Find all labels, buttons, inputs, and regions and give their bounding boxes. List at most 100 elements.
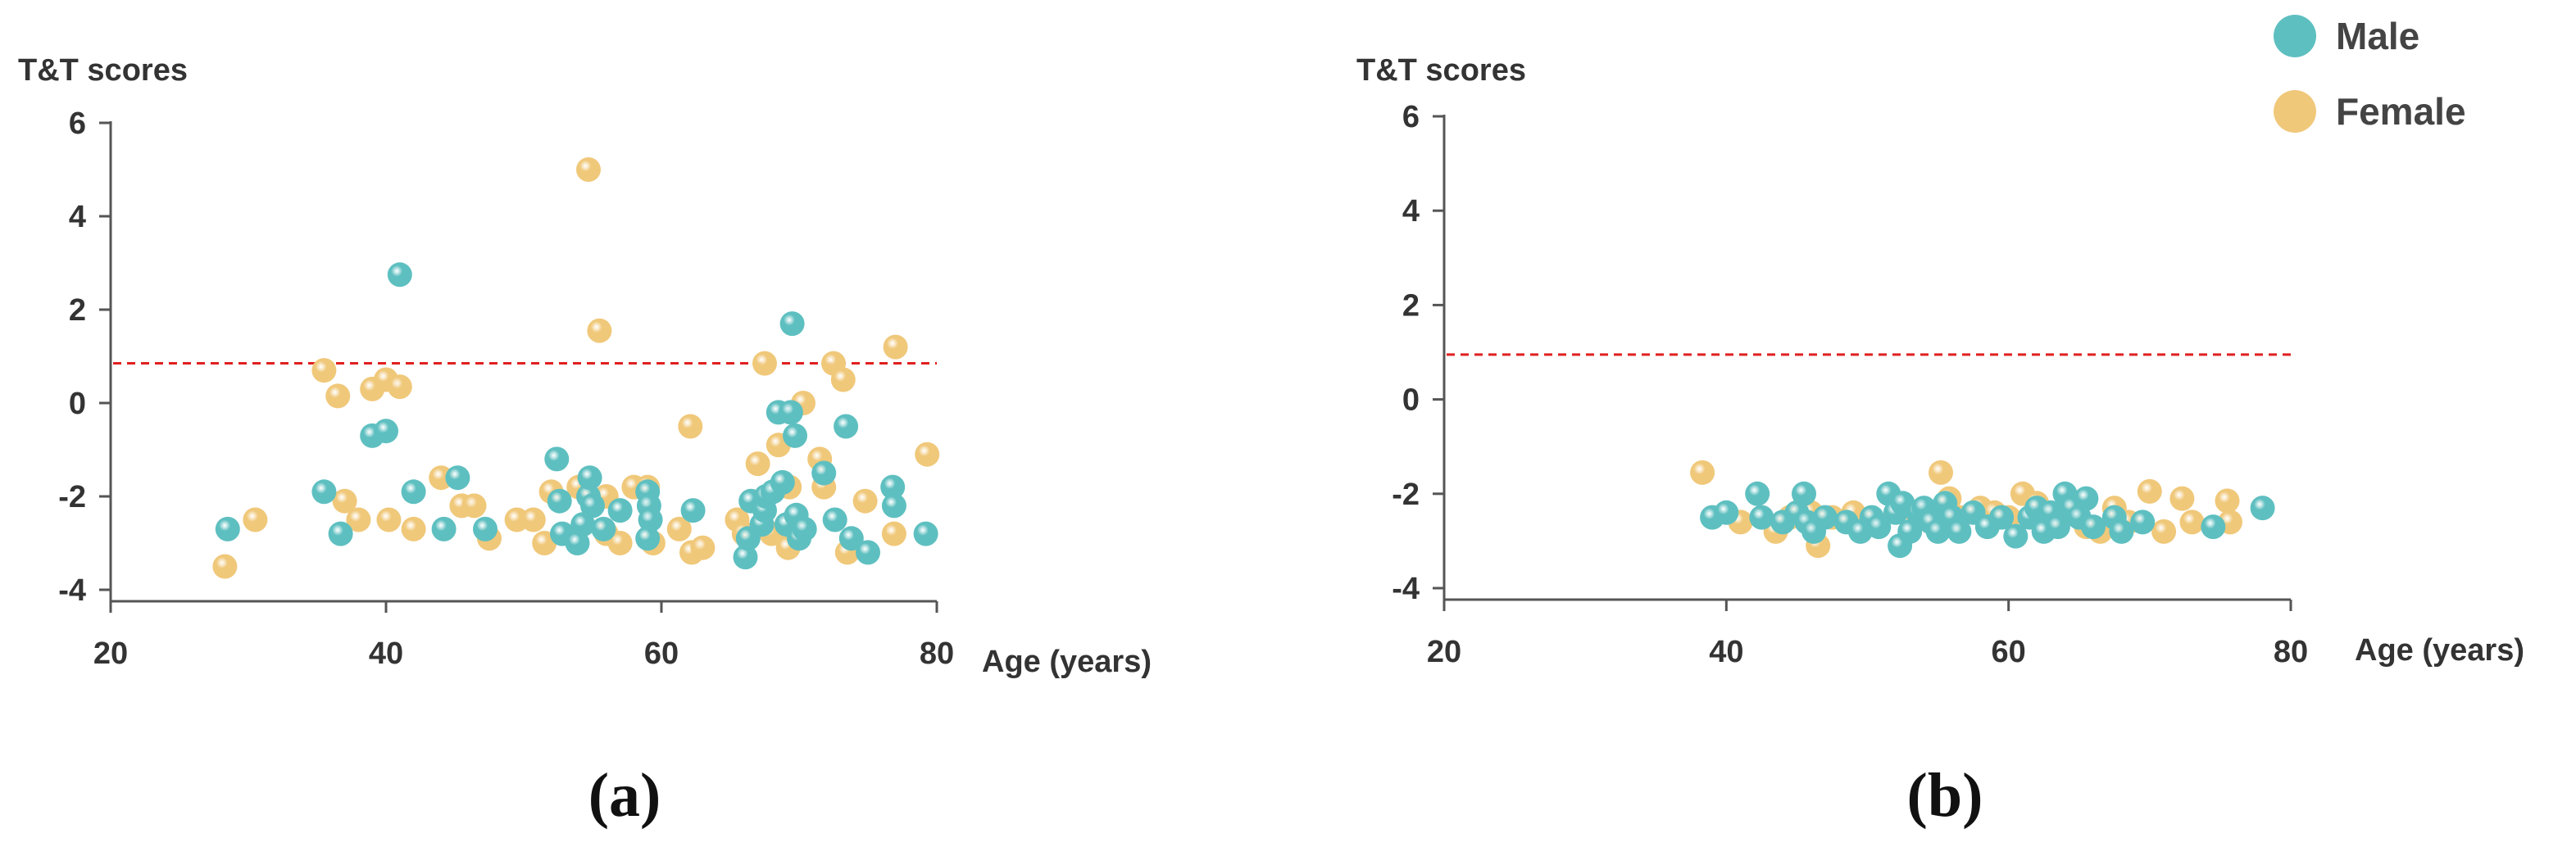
male-point — [1947, 519, 1972, 544]
y-tick-label: 0 — [1402, 383, 1420, 418]
male-point — [783, 423, 807, 448]
female-point — [311, 358, 337, 383]
female-point — [745, 451, 770, 477]
panel-label: (b) — [1907, 761, 1983, 830]
male-point — [547, 488, 572, 514]
male-point — [2201, 514, 2226, 540]
male-point — [1749, 505, 1774, 530]
y-axis-title: T&T scores — [1356, 53, 1526, 88]
marks-group — [113, 157, 940, 579]
panel-label: (a) — [588, 761, 661, 830]
female-point — [576, 157, 601, 182]
female-point — [243, 507, 268, 532]
male-point — [856, 540, 880, 565]
male-point — [1792, 481, 1816, 506]
axes-group — [1442, 115, 2291, 601]
female-point — [2137, 478, 2162, 504]
male-point — [401, 479, 426, 505]
female-point — [1690, 460, 1715, 485]
y-tick-label: -2 — [58, 480, 86, 514]
axes-group — [109, 121, 937, 603]
male-point — [445, 465, 470, 491]
male-point — [881, 493, 906, 519]
marks-group — [1447, 353, 2291, 559]
ticks-group: -4 -2 0 2 4 6 20 40 60 80 — [58, 106, 954, 671]
female-point — [1929, 460, 1953, 485]
female-point — [2179, 510, 2205, 535]
male-point — [638, 507, 663, 532]
female-point — [2169, 486, 2195, 511]
male-point — [779, 311, 805, 337]
legend: Male Female — [2274, 15, 2466, 133]
male-point — [580, 493, 605, 519]
female-point — [2151, 519, 2177, 544]
female-point — [387, 374, 412, 400]
y-tick-label: 6 — [1402, 100, 1420, 134]
female-point — [520, 507, 546, 532]
male-point — [1897, 519, 1923, 544]
male-point — [792, 516, 817, 541]
legend-male-label: Male — [2336, 15, 2419, 57]
male-point — [733, 545, 758, 570]
male-point — [374, 419, 398, 444]
male-point — [822, 507, 847, 532]
x-tick-label: 80 — [920, 636, 954, 671]
x-axis-title: Age (years) — [982, 645, 1152, 679]
legend-female-marker — [2274, 90, 2316, 133]
female-point — [346, 507, 371, 532]
male-point — [680, 498, 706, 523]
male-point — [635, 526, 661, 551]
male-point — [215, 516, 240, 541]
y-tick-label: 4 — [69, 200, 86, 234]
ticks-group: -4 -2 0 2 4 6 20 40 60 80 — [1392, 100, 2308, 669]
male-point — [1812, 505, 1838, 530]
female-point — [666, 516, 692, 541]
female-point — [401, 516, 426, 541]
male-point — [834, 414, 859, 439]
female-point — [678, 414, 703, 439]
chart-panel-a: T&T scores Age (years) (a) -4 -2 0 2 4 6 20 40 6… — [18, 53, 1152, 830]
male-point — [577, 465, 602, 491]
x-tick-label: 60 — [644, 636, 679, 671]
x-tick-label: 40 — [1709, 635, 1743, 669]
male-point — [2250, 496, 2275, 521]
male-point — [1714, 500, 1739, 525]
x-axis-title: Age (years) — [2355, 633, 2524, 668]
male-point — [2109, 519, 2134, 544]
y-tick-label: 6 — [69, 106, 86, 141]
y-tick-label: -4 — [1392, 572, 1420, 606]
male-point — [591, 516, 616, 541]
male-point — [770, 469, 795, 495]
male-point — [2045, 514, 2070, 540]
chart-panel-b: T&T scores Age (years) (b) -4 -2 0 2 4 6 20 40 6… — [1356, 53, 2524, 830]
x-tick-label: 20 — [1427, 635, 1461, 669]
male-point — [2081, 514, 2106, 540]
male-point — [570, 512, 596, 537]
x-tick-label: 20 — [93, 636, 128, 671]
male-point — [607, 498, 633, 523]
male-point — [1745, 481, 1770, 506]
female-point — [2215, 488, 2240, 514]
legend-female-label: Female — [2336, 90, 2466, 133]
female-point — [690, 535, 716, 560]
female-point — [752, 351, 777, 376]
x-tick-label: 60 — [1992, 635, 2026, 669]
y-tick-label: 0 — [69, 387, 86, 421]
y-tick-label: -4 — [58, 573, 86, 608]
male-point — [2130, 510, 2156, 535]
male-point — [2074, 486, 2099, 511]
male-point — [544, 446, 570, 472]
y-tick-label: 2 — [69, 293, 86, 328]
x-tick-label: 40 — [369, 636, 403, 671]
female-point — [212, 554, 238, 579]
y-axis-title: T&T scores — [18, 53, 188, 88]
y-tick-label: 4 — [1402, 194, 1420, 229]
male-point — [880, 474, 906, 500]
female-point — [607, 531, 633, 555]
male-point — [913, 521, 938, 546]
female-point — [830, 367, 856, 392]
y-tick-label: 2 — [1402, 288, 1420, 323]
male-point — [473, 516, 497, 541]
male-point — [328, 521, 353, 546]
